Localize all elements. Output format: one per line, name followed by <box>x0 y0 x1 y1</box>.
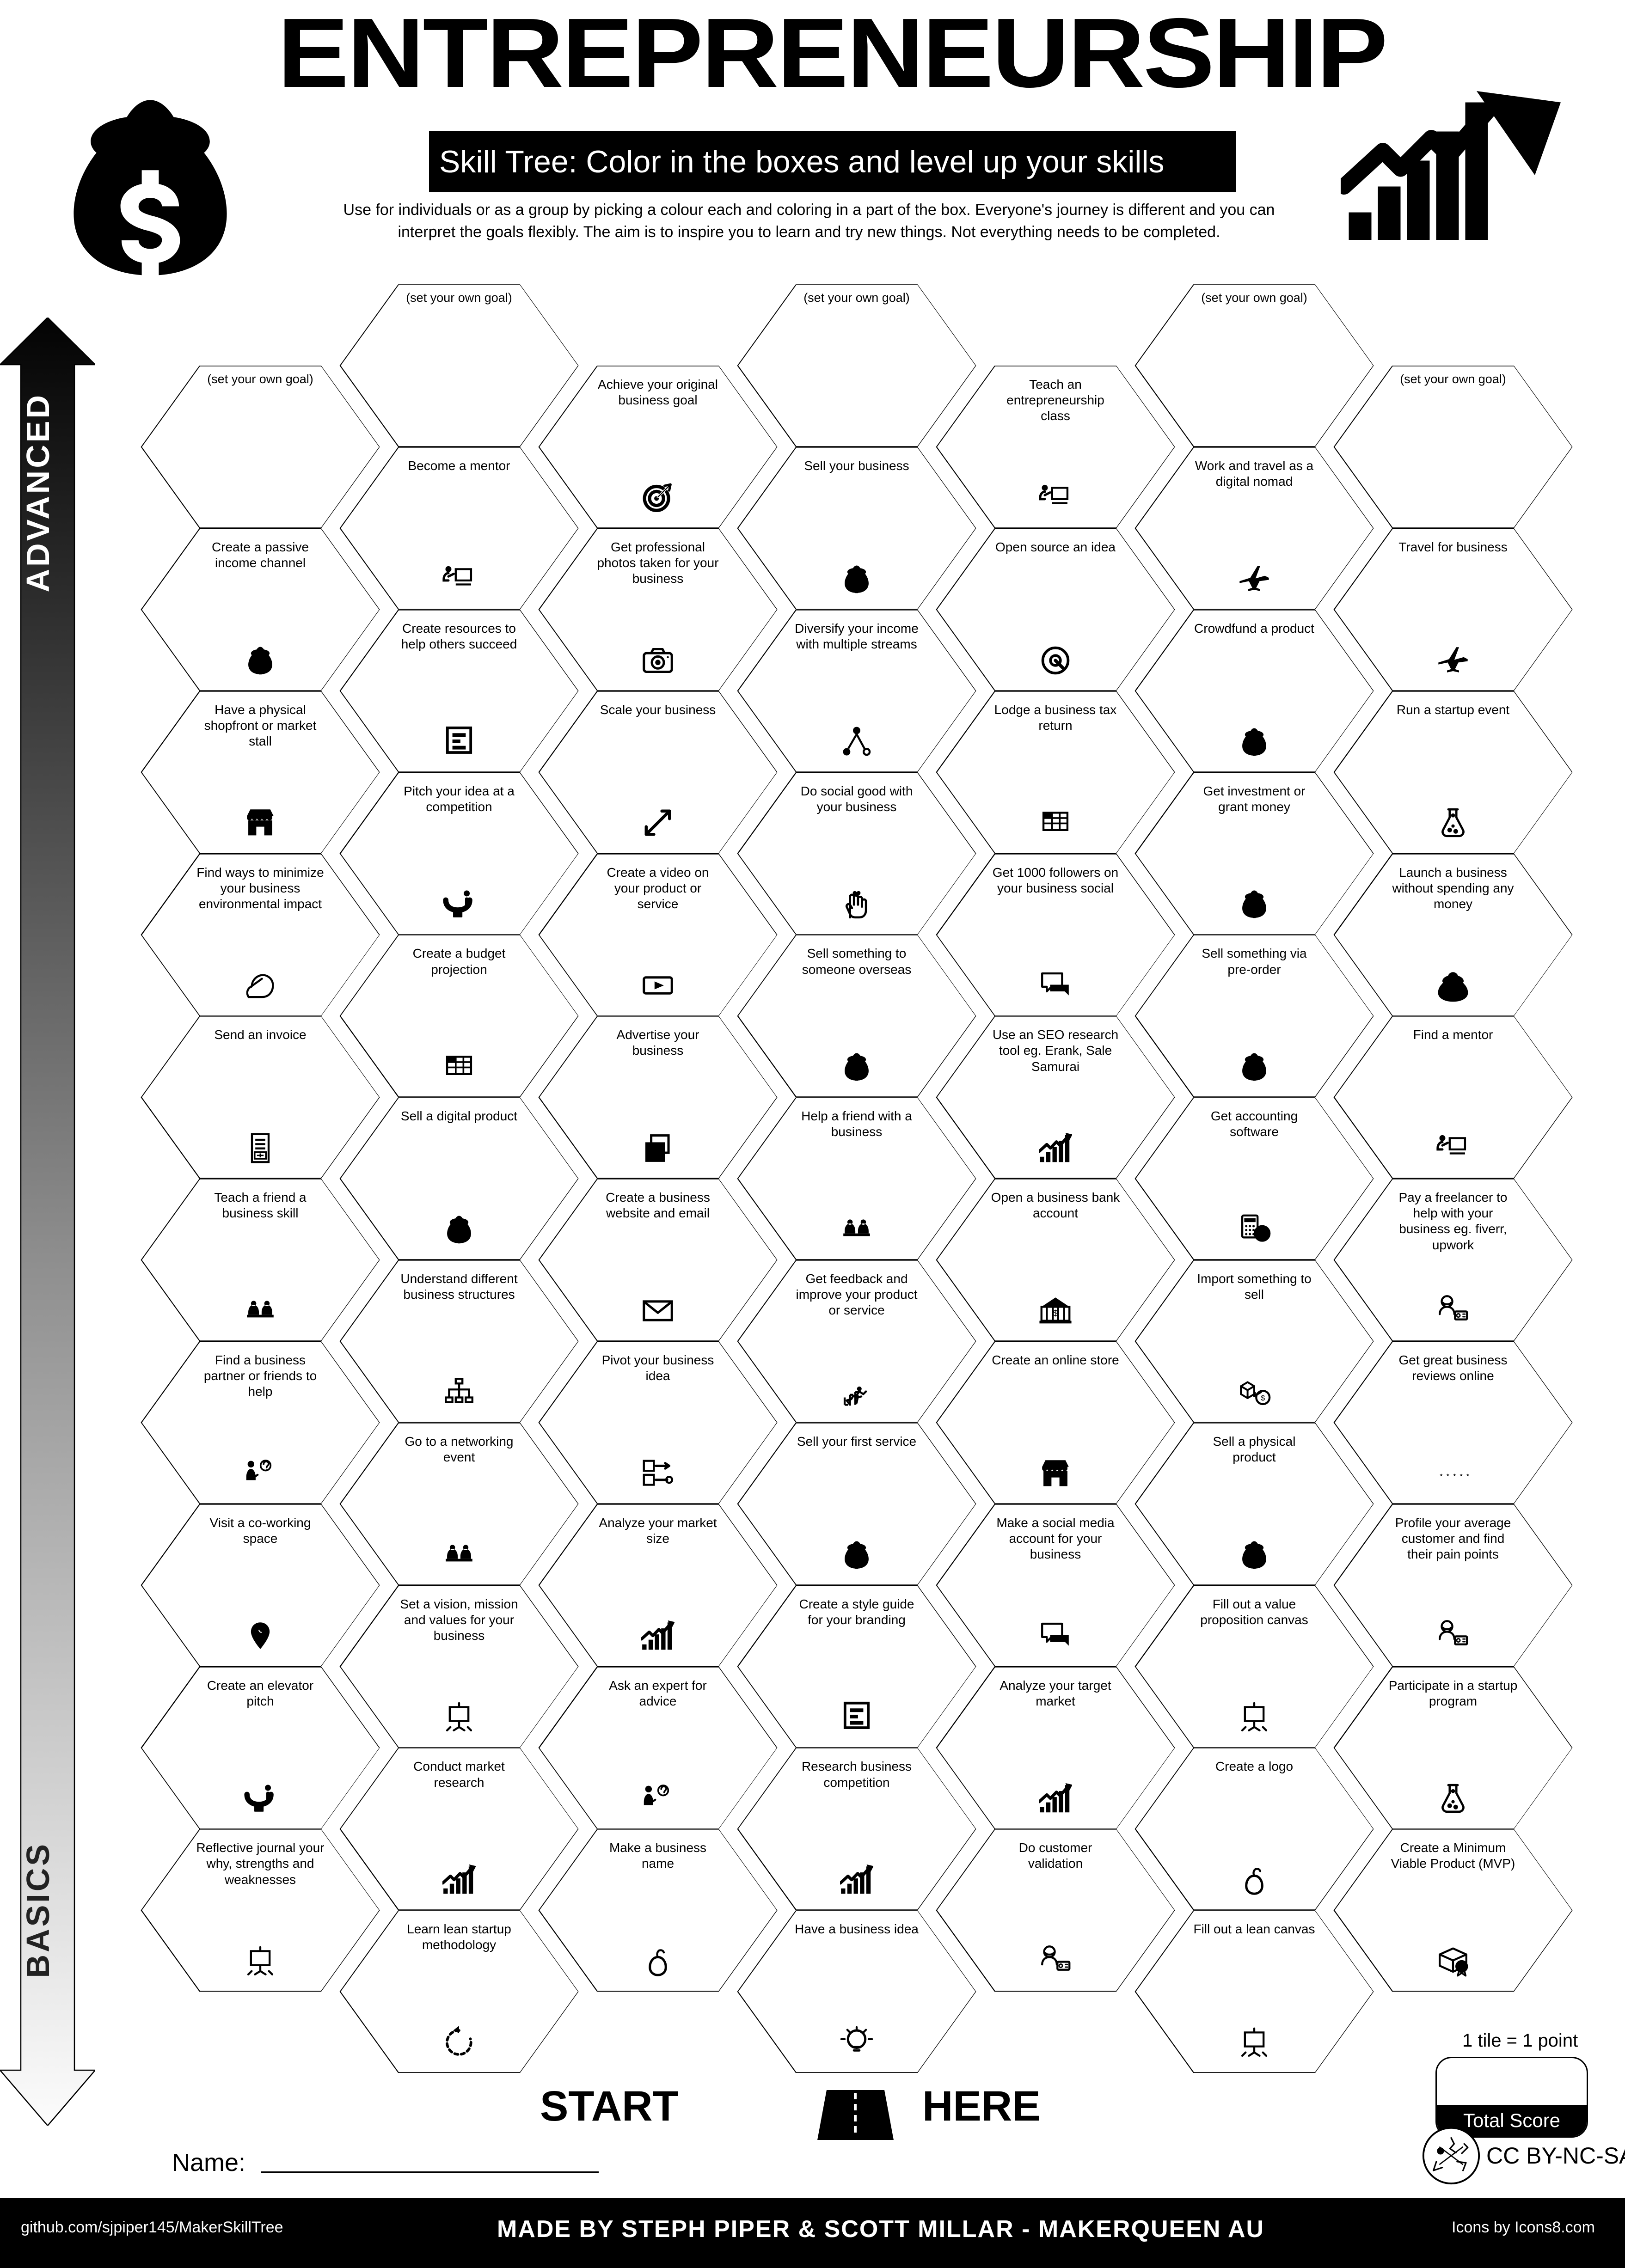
svg-text:$: $ <box>1260 1229 1264 1238</box>
svg-text:$: $ <box>1261 1394 1265 1402</box>
svg-text:$: $ <box>1053 1308 1058 1318</box>
